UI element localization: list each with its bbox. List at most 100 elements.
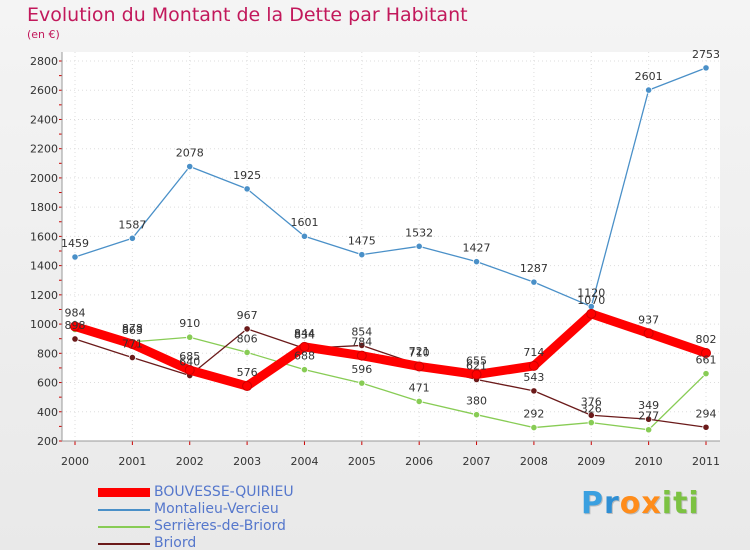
proxiti-logo: Proxiti xyxy=(581,486,700,521)
x-tick-label: 2008 xyxy=(520,455,548,468)
x-tick-label: 2006 xyxy=(405,455,433,468)
y-tick-label: 800 xyxy=(37,347,58,360)
data-label: 685 xyxy=(179,350,200,363)
data-label: 471 xyxy=(409,381,430,394)
data-point xyxy=(128,234,136,242)
x-tick-label: 2009 xyxy=(577,455,605,468)
series-line xyxy=(70,309,711,391)
data-label: 543 xyxy=(523,371,544,384)
data-label: 910 xyxy=(179,317,200,330)
data-label: 1587 xyxy=(118,218,146,231)
data-label: 1601 xyxy=(290,216,318,229)
data-label: 1287 xyxy=(520,262,548,275)
data-label: 710 xyxy=(409,346,430,359)
y-tick-label: 600 xyxy=(37,377,58,390)
data-point xyxy=(300,232,309,240)
data-label: 714 xyxy=(523,346,544,359)
data-point xyxy=(530,423,538,432)
legend-item-bouvesse-quirieu[interactable]: BOUVESSE-QUIRIEU xyxy=(98,484,294,501)
data-point xyxy=(528,360,539,371)
x-tick-label: 2004 xyxy=(290,455,318,468)
data-label: 688 xyxy=(294,350,315,363)
data-point xyxy=(645,426,653,434)
y-tick-label: 1800 xyxy=(30,201,58,214)
data-point xyxy=(300,366,309,374)
legend-label: Briord xyxy=(154,535,197,551)
x-tick-label: 2011 xyxy=(692,455,720,468)
data-label: 806 xyxy=(237,332,258,345)
data-label: 292 xyxy=(523,408,544,421)
logo-letter: o xyxy=(619,486,642,521)
data-label: 661 xyxy=(696,354,717,367)
data-label: 1120 xyxy=(577,287,605,300)
y-tick-label: 200 xyxy=(37,435,58,448)
y-tick-label: 2000 xyxy=(30,172,58,185)
y-tick-label: 1400 xyxy=(30,260,58,273)
data-point xyxy=(70,321,80,332)
data-point xyxy=(587,418,595,427)
x-tick-label: 2002 xyxy=(176,455,204,468)
legend-swatch xyxy=(98,508,150,511)
plot-area xyxy=(62,52,720,441)
chart-title: Evolution du Montant de la Dette par Hab… xyxy=(27,4,468,26)
data-label: 655 xyxy=(466,355,487,368)
legend-item-briord[interactable]: Briord xyxy=(98,535,294,552)
data-label: 294 xyxy=(696,407,717,420)
y-tick-label: 2800 xyxy=(30,55,58,68)
data-point xyxy=(702,370,710,378)
data-label: 1475 xyxy=(348,235,376,248)
data-point xyxy=(645,415,653,423)
data-point xyxy=(186,333,194,341)
data-label: 349 xyxy=(638,399,659,412)
data-label: 898 xyxy=(65,319,86,332)
legend-swatch xyxy=(98,488,150,497)
x-tick-label: 2005 xyxy=(348,455,376,468)
data-point xyxy=(299,341,310,352)
data-label: 596 xyxy=(351,363,372,376)
data-label: 721 xyxy=(409,345,430,358)
logo-letter: i xyxy=(688,486,700,521)
y-tick-label: 2200 xyxy=(30,143,58,156)
data-label: 2753 xyxy=(692,48,720,61)
legend-item-montalieu-vercieu[interactable]: Montalieu-Vercieu xyxy=(98,501,294,518)
data-label: 854 xyxy=(351,325,372,338)
data-label: 1925 xyxy=(233,169,261,182)
series-line xyxy=(74,328,707,431)
grid xyxy=(62,52,720,442)
data-label: 576 xyxy=(237,366,258,379)
data-point xyxy=(530,387,538,395)
legend-label: BOUVESSE-QUIRIEU xyxy=(154,484,294,500)
data-point xyxy=(587,411,595,419)
data-label: 2078 xyxy=(176,147,204,160)
data-label: 834 xyxy=(294,328,315,341)
data-label: 863 xyxy=(122,324,143,337)
logo-letter: x xyxy=(641,486,662,521)
data-label: 376 xyxy=(581,395,602,408)
data-point xyxy=(643,328,654,339)
x-tick-label: 2001 xyxy=(118,455,146,468)
legend-label: Serrières-de-Briord xyxy=(154,518,286,534)
y-tick-label: 2400 xyxy=(30,113,58,126)
legend-label: Montalieu-Vercieu xyxy=(154,501,279,517)
data-label: 640 xyxy=(179,356,200,369)
data-point xyxy=(530,278,538,286)
data-point xyxy=(243,325,251,333)
logo-letter: i xyxy=(661,486,674,521)
data-label: 937 xyxy=(638,313,659,326)
data-label: 771 xyxy=(122,338,143,351)
data-label: 380 xyxy=(466,395,487,408)
data-label: 802 xyxy=(696,333,717,346)
logo-letter: t xyxy=(673,486,689,521)
data-point xyxy=(414,361,425,372)
data-point xyxy=(186,162,194,171)
data-label: 878 xyxy=(122,322,143,335)
data-point xyxy=(472,411,481,419)
data-label: 326 xyxy=(581,403,602,416)
logo-letter: P xyxy=(581,486,604,521)
data-point xyxy=(184,365,195,376)
data-point xyxy=(71,253,79,261)
data-point xyxy=(358,379,366,387)
legend: BOUVESSE-QUIRIEU Montalieu-Vercieu Serri… xyxy=(98,484,294,552)
legend-item-serrieres-de-briord[interactable]: Serrières-de-Briord xyxy=(98,518,294,535)
